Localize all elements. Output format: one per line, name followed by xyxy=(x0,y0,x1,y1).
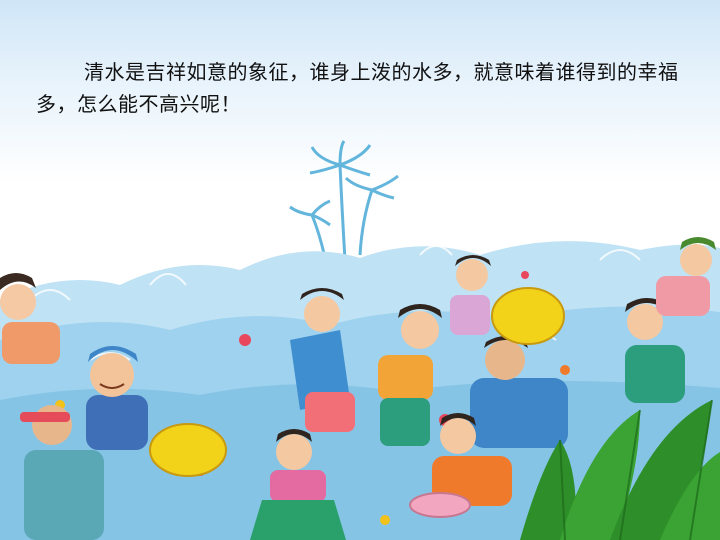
person-boy-left xyxy=(0,273,60,364)
palm-trees xyxy=(289,140,399,261)
person-girl-bottom-center xyxy=(250,429,346,540)
person-girl-right xyxy=(656,237,716,316)
water-bowls xyxy=(149,287,565,518)
person-woman-center xyxy=(378,304,442,446)
person-woman-center-left xyxy=(290,288,355,432)
person-woman-top xyxy=(450,255,491,335)
person-old-woman xyxy=(86,346,148,450)
caption-text: 清水是吉祥如意的象征，谁身上泼的水多，就意味着谁得到的幸福多，怎么能不高兴呢！ xyxy=(36,60,679,116)
slide-caption: 清水是吉祥如意的象征，谁身上泼的水多，就意味着谁得到的幸福多，怎么能不高兴呢！ xyxy=(36,56,686,120)
foreground-foliage xyxy=(520,399,720,540)
person-man-bottom-left xyxy=(20,405,104,540)
person-man-center-right xyxy=(470,336,568,448)
